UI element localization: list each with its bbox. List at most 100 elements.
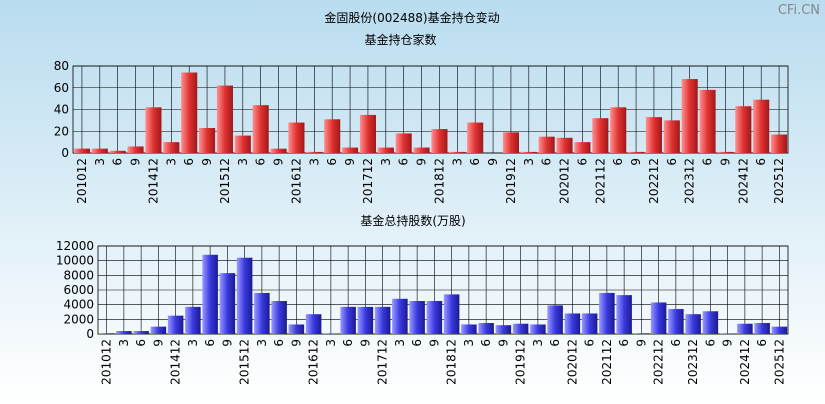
bar [682, 79, 698, 153]
x-tick-label: 202112 [600, 339, 614, 385]
bar [547, 305, 563, 334]
x-tick-label: 202312 [683, 158, 697, 204]
x-tick-label: 3 [531, 339, 545, 347]
x-tick-label: 6 [754, 158, 768, 166]
bar [717, 152, 733, 153]
chart-title: 基金总持股数(万股) [360, 213, 465, 228]
bar [503, 132, 519, 153]
y-tick-label: 6000 [63, 283, 94, 297]
x-tick-label: 3 [522, 158, 536, 166]
x-tick-label: 201612 [289, 158, 303, 204]
bar [582, 313, 598, 334]
x-tick-label: 9 [721, 339, 735, 347]
bar [202, 255, 218, 334]
x-tick-label: 6 [540, 158, 554, 166]
x-tick-label: 9 [496, 339, 510, 347]
x-tick-label: 202512 [772, 339, 786, 385]
x-tick-label: 202112 [593, 158, 607, 204]
x-tick-label: 6 [254, 158, 268, 166]
bar [306, 314, 322, 334]
bar [610, 107, 626, 153]
bar [685, 314, 701, 334]
bar [753, 100, 769, 153]
x-tick-label: 9 [129, 158, 143, 166]
bar [358, 307, 374, 334]
x-tick-label: 6 [134, 339, 148, 347]
x-tick-label: 9 [151, 339, 165, 347]
x-tick-label: 201512 [238, 339, 252, 385]
bar [431, 129, 447, 153]
bar [360, 115, 376, 153]
bar [133, 331, 149, 334]
bar [592, 118, 608, 153]
bar [478, 323, 494, 334]
x-tick-label: 201812 [445, 339, 459, 385]
bar [116, 331, 132, 334]
x-tick-label: 3 [462, 339, 476, 347]
x-tick-label: 3 [379, 158, 393, 166]
x-tick-label: 6 [111, 158, 125, 166]
x-tick-label: 6 [665, 158, 679, 166]
bar [168, 316, 184, 334]
x-tick-label: 9 [427, 339, 441, 347]
bar [220, 273, 236, 334]
bar [700, 90, 716, 153]
bar [628, 152, 644, 153]
bar [271, 149, 287, 153]
x-tick-label: 9 [629, 158, 643, 166]
x-tick-label: 202412 [736, 158, 750, 204]
x-tick-label: 6 [669, 339, 683, 347]
bar [392, 299, 408, 334]
x-tick-label: 9 [220, 339, 234, 347]
bar [557, 138, 573, 153]
bar [771, 135, 787, 153]
x-tick-label: 9 [634, 339, 648, 347]
bar [375, 307, 391, 334]
bar [735, 106, 751, 153]
bar [181, 73, 197, 153]
bar [237, 258, 253, 334]
x-tick-label: 6 [479, 339, 493, 347]
bar [521, 152, 537, 153]
bar [99, 333, 115, 334]
x-tick-label: 6 [468, 158, 482, 166]
x-tick-label: 201512 [218, 158, 232, 204]
bar [254, 293, 270, 334]
bar [289, 324, 305, 334]
x-tick-label: 3 [236, 158, 250, 166]
x-tick-label: 6 [397, 158, 411, 166]
bar [235, 136, 251, 153]
x-tick-label: 9 [718, 158, 732, 166]
x-tick-label: 202312 [686, 339, 700, 385]
x-tick-label: 6 [272, 339, 286, 347]
x-tick-label: 3 [324, 339, 338, 347]
bar [449, 152, 465, 153]
x-tick-label: 6 [548, 339, 562, 347]
x-tick-label: 202012 [558, 158, 572, 204]
x-tick-label: 9 [200, 158, 214, 166]
bar [646, 117, 662, 153]
y-tick-label: 12000 [56, 239, 94, 253]
bar [703, 311, 719, 334]
x-tick-label: 3 [164, 158, 178, 166]
bar [74, 149, 90, 153]
bar [185, 307, 201, 334]
bar [427, 301, 443, 334]
x-tick-label: 202412 [738, 339, 752, 385]
x-tick-label: 201012 [75, 158, 89, 204]
bar [461, 324, 477, 334]
x-tick-label: 9 [272, 158, 286, 166]
bar [496, 325, 512, 334]
bar [634, 333, 650, 334]
x-tick-label: 201412 [169, 339, 183, 385]
bar [414, 148, 430, 153]
y-tick-label: 0 [61, 146, 69, 160]
y-tick-label: 40 [54, 103, 69, 117]
bar [271, 301, 287, 334]
x-tick-label: 201812 [432, 158, 446, 204]
x-tick-label: 201412 [146, 158, 160, 204]
bar [467, 123, 483, 153]
x-tick-label: 9 [358, 339, 372, 347]
bar [737, 324, 753, 334]
